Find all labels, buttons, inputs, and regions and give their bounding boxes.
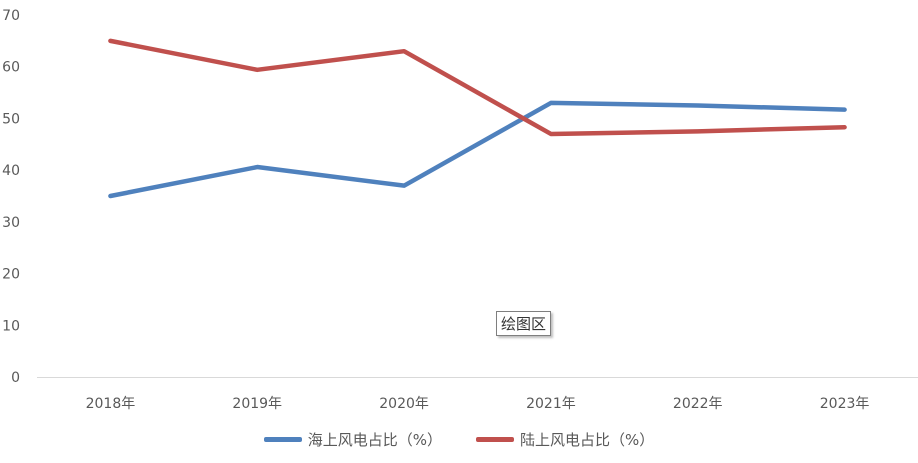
y-tick-label: 10 xyxy=(2,318,20,334)
y-tick-label: 60 xyxy=(2,60,20,76)
y-tick-label: 0 xyxy=(11,370,20,386)
x-tick-label: 2022年 xyxy=(673,396,723,412)
y-tick-label: 70 xyxy=(2,8,20,24)
legend-swatch-offshore xyxy=(263,436,302,442)
legend-label-onshore: 陆上风电占比（%） xyxy=(520,430,655,449)
x-tick-label: 2018年 xyxy=(86,396,136,412)
y-axis-ticks: 0 10 20 30 40 50 60 70 xyxy=(2,8,20,386)
series-layer xyxy=(108,38,847,199)
y-tick-label: 20 xyxy=(2,267,20,283)
legend-label-offshore: 海上风电占比（%） xyxy=(307,430,442,449)
x-tick-label: 2019年 xyxy=(232,396,282,412)
x-tick-label: 2020年 xyxy=(379,396,429,412)
x-tick-label: 2023年 xyxy=(820,396,870,412)
x-axis-ticks: 2018年 2019年 2020年 2021年 2022年 2023年 xyxy=(86,396,870,412)
legend-item-onshore: 陆上风电占比（%） xyxy=(476,429,654,450)
y-tick-label: 40 xyxy=(2,163,20,179)
y-tick-label: 30 xyxy=(2,215,20,231)
legend-swatch-onshore xyxy=(476,436,514,442)
legend-item-offshore: 海上风电占比（%） xyxy=(263,429,442,450)
y-tick-label: 50 xyxy=(2,111,20,127)
x-tick-label: 2021年 xyxy=(526,396,576,412)
series-line-offshore xyxy=(108,100,847,199)
plot-area-tooltip: 绘图区 xyxy=(496,311,552,336)
legend: 海上风电占比（%） 陆上风电占比（%） xyxy=(0,426,918,452)
series-line-onshore xyxy=(108,38,847,137)
